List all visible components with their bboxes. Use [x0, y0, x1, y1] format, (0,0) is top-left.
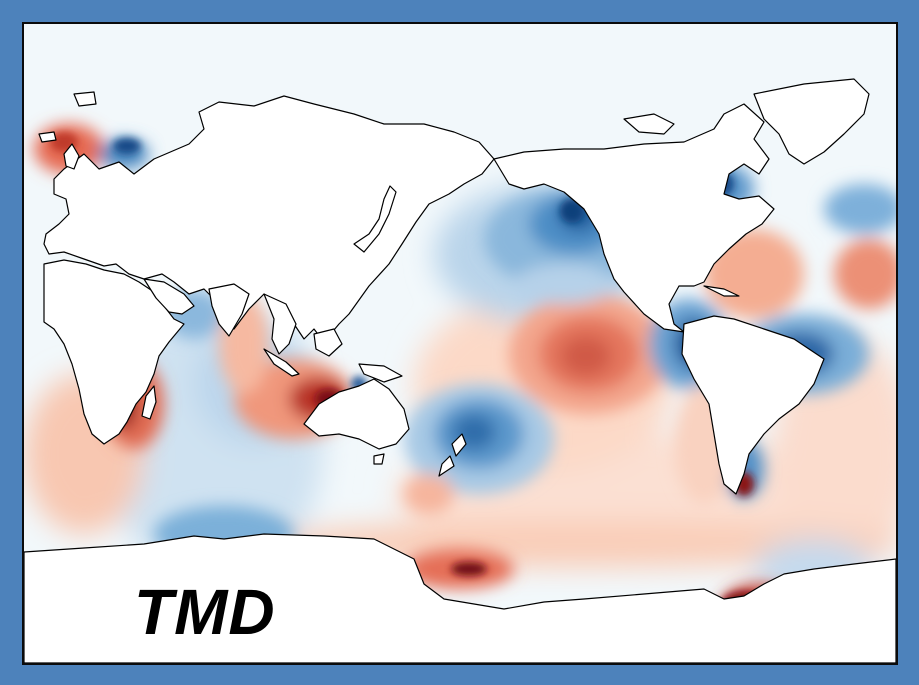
new-zealand-south — [438, 455, 455, 477]
svalbard — [73, 91, 97, 107]
africa — [43, 259, 185, 445]
madagascar — [141, 385, 157, 420]
greenland — [753, 78, 870, 165]
new-zealand — [451, 433, 467, 457]
land-masses — [24, 78, 896, 663]
map-panel: TMD — [22, 22, 898, 665]
great-britain — [63, 143, 80, 170]
north-america — [493, 103, 775, 333]
tasmania — [373, 453, 385, 465]
map-label: TMD — [134, 576, 276, 648]
new-guinea — [358, 363, 403, 383]
south-america — [681, 315, 825, 495]
arabia — [143, 278, 195, 315]
indochina — [263, 293, 297, 355]
australia — [303, 378, 410, 450]
tidal-anomaly-map — [24, 24, 896, 663]
antarctica — [24, 533, 896, 663]
sumatra — [263, 348, 300, 377]
arctic-islands — [623, 113, 675, 135]
japan — [353, 185, 397, 253]
borneo — [313, 328, 343, 357]
iceland — [38, 131, 57, 143]
india — [208, 283, 250, 337]
caribbean — [703, 285, 740, 297]
